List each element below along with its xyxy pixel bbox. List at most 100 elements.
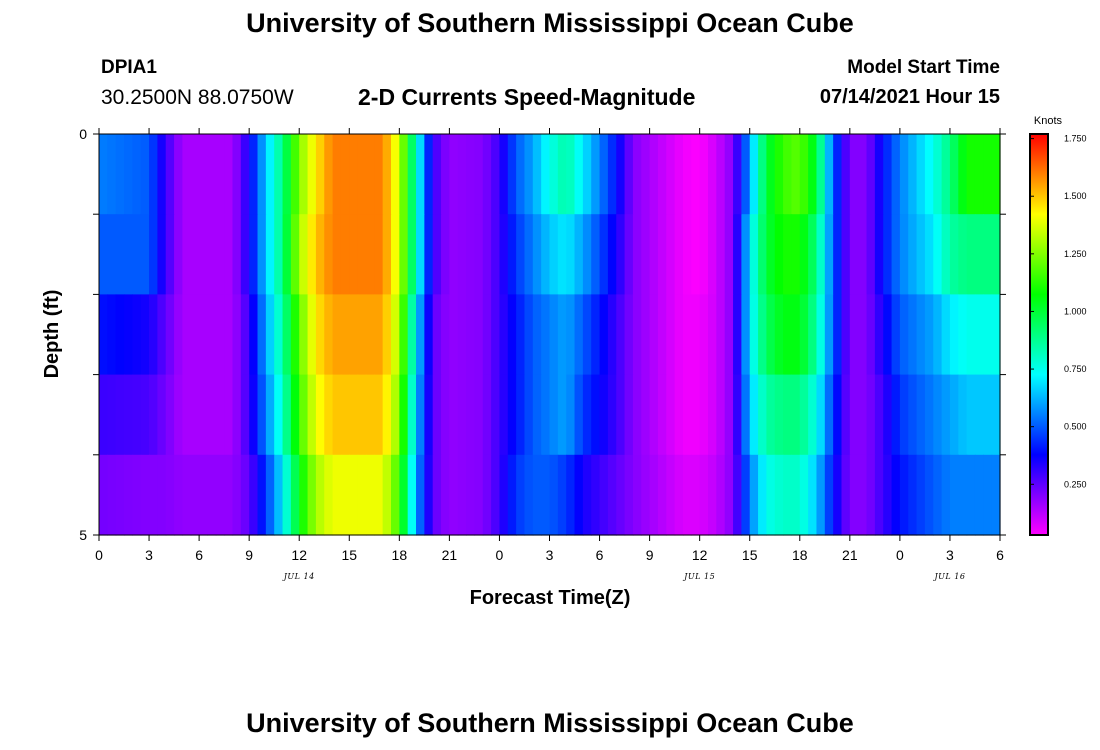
heat-cell	[107, 134, 117, 215]
heat-cell	[516, 214, 526, 295]
heat-cell	[783, 134, 793, 215]
heat-cell	[874, 214, 884, 295]
x-tick-label: 12	[291, 547, 307, 563]
heat-cell	[674, 374, 684, 456]
heat-cell	[666, 294, 676, 376]
heat-cell	[916, 454, 926, 536]
heat-cell	[115, 454, 125, 536]
heat-cell	[207, 214, 217, 295]
heat-cell	[616, 454, 626, 536]
heat-cell	[557, 134, 567, 215]
heat-cell	[866, 374, 876, 456]
heat-cell	[874, 374, 884, 456]
heat-cell	[182, 454, 192, 536]
heat-cell	[524, 214, 534, 295]
heat-cell	[766, 374, 776, 456]
heat-cell	[674, 294, 684, 376]
heat-cell	[916, 134, 926, 215]
heat-cell	[582, 374, 592, 456]
heat-cell	[424, 374, 434, 456]
heat-cell	[157, 374, 167, 456]
heat-cell	[215, 214, 225, 295]
heat-cell	[624, 454, 634, 536]
heat-cell	[315, 134, 325, 215]
heat-cell	[841, 374, 851, 456]
heat-cell	[482, 134, 492, 215]
heat-cell	[390, 454, 400, 536]
heat-cell	[824, 214, 834, 295]
heat-cell	[349, 454, 359, 536]
heat-cell	[174, 134, 184, 215]
heat-cell	[407, 374, 417, 456]
heat-cell	[382, 294, 392, 376]
heat-cell	[249, 214, 259, 295]
heat-cell	[708, 294, 717, 376]
colorbar-tick-label: 0.500	[1064, 422, 1087, 432]
heat-cell	[808, 294, 818, 376]
chart-title: University of Southern Mississippi Ocean…	[246, 8, 854, 38]
x-axis-label: Forecast Time(Z)	[470, 587, 631, 609]
heat-cell	[524, 134, 534, 215]
heat-cell	[282, 374, 292, 456]
heat-cell	[632, 454, 642, 536]
heat-cell	[307, 214, 317, 295]
heat-cell	[741, 214, 751, 295]
heat-cell	[449, 214, 459, 295]
heat-cell	[799, 294, 809, 376]
heat-cell	[566, 134, 576, 215]
heat-cell	[107, 454, 117, 536]
heat-cell	[649, 374, 659, 456]
heat-cell	[557, 374, 567, 456]
x-tick-label: 0	[95, 547, 103, 563]
heat-cell	[132, 454, 142, 536]
heat-cell	[190, 374, 200, 456]
heat-cell	[908, 214, 918, 295]
heat-cell	[240, 214, 250, 295]
heat-cell	[974, 374, 984, 456]
heat-cell	[991, 294, 1001, 376]
heat-cell	[749, 294, 759, 376]
heat-cell	[441, 454, 450, 536]
heat-cell	[974, 134, 984, 215]
x-tick-label: 12	[692, 547, 708, 563]
heat-cell	[682, 294, 692, 376]
speed-heatmap-chart: 0 3 6 9 12 15 18 21 0 3 6 9 12 15 18 21 0 3 6 JUL 14 JUL 15 J…	[41, 115, 1087, 609]
heat-cell	[399, 454, 409, 536]
heat-cell	[149, 454, 158, 536]
heat-cell	[290, 294, 300, 376]
heat-cell	[941, 374, 951, 456]
heat-cell	[190, 214, 200, 295]
heat-cell	[632, 214, 642, 295]
heat-cell	[324, 454, 334, 536]
heat-cell	[441, 374, 450, 456]
x-tick-label: 0	[896, 547, 904, 563]
heat-cell	[883, 294, 893, 376]
heat-cell	[332, 134, 342, 215]
heat-cell	[691, 214, 701, 295]
heat-cell	[774, 294, 784, 376]
heat-cell	[199, 134, 209, 215]
x-tick-label: 6	[596, 547, 604, 563]
heat-cell	[499, 214, 509, 295]
heat-cell	[424, 214, 434, 295]
heat-cell	[399, 214, 409, 295]
heat-cell	[541, 374, 551, 456]
heat-cell	[424, 294, 434, 376]
colorbar-gradient	[1029, 133, 1049, 536]
heat-cell	[232, 134, 242, 215]
heat-cell	[816, 214, 826, 295]
heat-cell	[691, 134, 701, 215]
heat-cell	[899, 214, 909, 295]
heat-cell	[924, 214, 934, 295]
heat-cell	[549, 294, 559, 376]
date-label: JUL 16	[932, 572, 965, 581]
heat-cell	[407, 134, 417, 215]
heat-cell	[549, 374, 559, 456]
heat-cell	[140, 294, 150, 376]
station-id: DPIA1	[101, 57, 157, 78]
heat-cell	[649, 214, 659, 295]
heat-cell	[891, 294, 901, 376]
x-tick-label: 9	[646, 547, 654, 563]
y-axis-label: Depth (ft)	[41, 290, 63, 379]
x-tick-label: 3	[145, 547, 153, 563]
